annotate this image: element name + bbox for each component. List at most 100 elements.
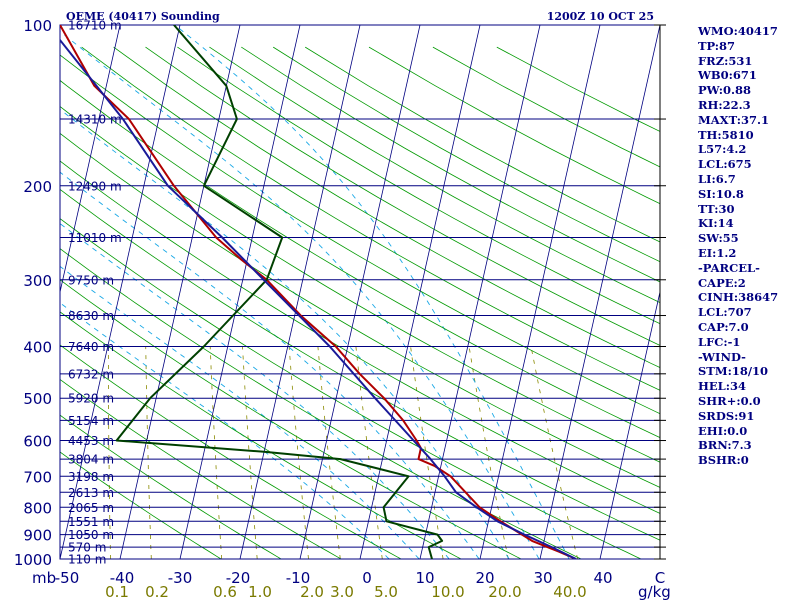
temperature-tick-label: C <box>655 569 665 587</box>
dry-adiabat <box>60 414 282 559</box>
isotherm-line <box>179 25 301 559</box>
pressure-tick-label: 200 <box>23 178 52 196</box>
mixing-ratio-line <box>468 346 509 559</box>
dry-adiabat <box>272 46 660 263</box>
isotherm-line <box>239 25 361 559</box>
isotherm-line <box>60 25 181 559</box>
dry-adiabat <box>177 46 660 325</box>
height-label: 3198 m <box>68 470 114 484</box>
parcel-profile-line <box>60 38 577 559</box>
mixing-ratio-label: 2.0 <box>300 583 324 600</box>
index-item: CAPE:2 <box>698 275 746 290</box>
valid-time: 1200Z 10 OCT 25 <box>547 10 654 23</box>
height-label: 12490 m <box>68 179 122 193</box>
index-item: SW:55 <box>698 231 739 246</box>
pressure-tick-label: 300 <box>23 272 52 290</box>
height-label: 1551 m <box>68 515 114 529</box>
mixing-ratio-line <box>317 346 341 559</box>
index-item: LFC:-1 <box>698 334 741 349</box>
pressure-tick-label: 900 <box>23 527 52 545</box>
pressure-tick-label: 600 <box>23 433 52 451</box>
height-label: 1050 m <box>68 528 114 542</box>
dry-adiabat <box>60 105 660 463</box>
dry-adiabat <box>60 279 522 559</box>
height-label: 5154 m <box>68 414 114 428</box>
dry-adiabat <box>113 46 660 369</box>
index-item: RH:22.3 <box>698 97 751 112</box>
pressure-tick-label: 500 <box>23 390 52 408</box>
index-item: BRN:7.3 <box>698 438 752 453</box>
temperature-tick-label: 30 <box>533 569 552 587</box>
pressure-tick-label: 400 <box>23 339 52 357</box>
height-label: 5920 m <box>68 392 114 406</box>
height-label: 14310 m <box>68 113 122 127</box>
index-item: WMO:40417 <box>698 24 778 38</box>
index-item: -WIND- <box>698 349 746 364</box>
height-label: 2065 m <box>68 501 114 515</box>
isotherm-line <box>60 25 121 294</box>
pressure-tick-label: 1000 <box>14 551 52 569</box>
mixing-ratio-line <box>145 346 152 559</box>
temperature-tick-label: -10 <box>286 569 311 587</box>
index-item: TT:30 <box>698 201 735 216</box>
mixing-ratio-label: 10.0 <box>431 583 464 600</box>
index-item: EI:1.2 <box>698 245 737 260</box>
dry-adiabat <box>60 344 402 559</box>
dry-adiabat <box>209 46 660 304</box>
index-item: L57:4.2 <box>698 142 747 157</box>
isotherm-line <box>299 25 421 559</box>
dry-adiabat <box>60 248 583 559</box>
mixing-ratio-label: 40.0 <box>553 583 586 600</box>
dry-adiabat <box>241 46 660 283</box>
temperature-tick-label: -50 <box>55 569 80 587</box>
mixing-ratio-label: 20.0 <box>488 583 521 600</box>
pressure-tick-label: 800 <box>23 499 52 517</box>
mixing-ratio-label: 3.0 <box>330 583 354 600</box>
mixing-ratio-line <box>209 346 223 559</box>
dry-adiabat <box>60 54 660 415</box>
pressure-tick-label: 700 <box>23 468 52 486</box>
dry-adiabat <box>60 218 642 559</box>
mixing-ratio-label: 0.1 <box>105 583 129 600</box>
pressure-unit-label: mb <box>32 569 56 587</box>
index-item: LI:6.7 <box>698 171 736 186</box>
index-item: SHR+:0.0 <box>698 393 761 408</box>
moist-adiabat <box>60 265 420 559</box>
index-item: BSHR:0 <box>698 453 749 468</box>
index-item: TH:5810 <box>698 127 754 142</box>
isobar-lines <box>59 24 661 560</box>
index-item: CINH:38647 <box>698 290 779 305</box>
isotherm-line <box>359 25 481 559</box>
index-item: EHI:0.0 <box>698 423 748 438</box>
wind-profile <box>654 24 666 560</box>
mixing-ratio-unit-label: g/kg <box>638 583 671 600</box>
temperature-tick-label: 20 <box>475 569 494 587</box>
height-label: 3804 m <box>68 453 114 467</box>
dry-adiabat <box>60 451 222 559</box>
temperature-tick-label: -30 <box>168 569 193 587</box>
dry-adiabat <box>81 46 660 391</box>
temperature-tick-label: -20 <box>226 569 251 587</box>
height-label: 4453 m <box>68 434 114 448</box>
mixing-ratio-label: 1.0 <box>248 583 272 600</box>
index-item: -PARCEL- <box>698 260 760 275</box>
isotherm-line <box>599 290 660 559</box>
dewpoint-profile-line <box>115 25 444 559</box>
index-item: LCL:707 <box>698 305 752 320</box>
index-item: SI:10.8 <box>698 186 744 201</box>
height-label: 16710 m <box>68 19 122 33</box>
dry-adiabat <box>60 132 660 488</box>
mixing-ratio-label: 5.0 <box>374 583 398 600</box>
pressure-tick-label: 100 <box>23 17 52 35</box>
height-label: 2613 m <box>68 486 114 500</box>
sounding-profiles <box>60 25 577 559</box>
height-label: 7640 m <box>68 340 114 354</box>
height-label: 570 m <box>68 541 106 555</box>
dry-adiabat <box>60 378 342 559</box>
index-item: KI:14 <box>698 216 734 231</box>
index-item: CAP:7.0 <box>698 319 749 334</box>
moist-adiabat <box>174 25 570 559</box>
mixing-ratio-label: 0.2 <box>145 583 169 600</box>
index-item: WB0:671 <box>698 68 757 83</box>
